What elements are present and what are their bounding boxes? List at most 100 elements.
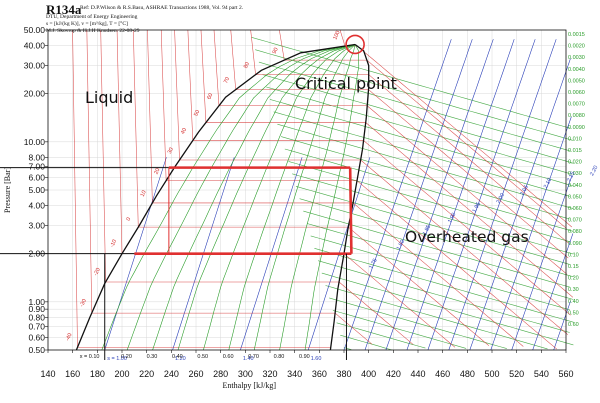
y-axis-label: Pressure [Bar] — [3, 167, 12, 213]
isentrope-line — [364, 39, 473, 351]
y-tick-label: 30.00 — [24, 60, 46, 70]
isochore-label: 0.080 — [568, 229, 582, 235]
isentrope-label: 1.80 — [396, 239, 406, 251]
isotherm-label: 90 — [272, 47, 280, 55]
axes: 140 160 180 200 220 240 260 280 300 320 340 360 380 4… — [3, 25, 574, 390]
y-tick-label: 0.70 — [28, 322, 45, 332]
cycle-segment — [348, 167, 353, 254]
isotherm-label: 50 — [193, 109, 201, 117]
isochore-line — [303, 210, 570, 288]
isotherm-label: 30 — [167, 147, 175, 155]
quality-line — [253, 44, 356, 351]
isochore-label: 0.010 — [568, 136, 582, 142]
overheated-gas-label: Overheated gas — [405, 228, 529, 246]
isochore-label: 0.60 — [568, 322, 579, 328]
chart-info-line-3: M.J. Skovrup & H.J.H Knudsen. 22-08-29 — [46, 28, 140, 34]
x-axis-label: Enthalpy [kJ/kg] — [223, 381, 277, 390]
isochore-line — [262, 74, 574, 164]
isochore-label: 0.0080 — [568, 113, 585, 119]
y-tick-label: 50.00 — [24, 25, 46, 35]
isochore-label: 0.0040 — [568, 67, 585, 73]
isochore-label: 0.30 — [568, 287, 579, 293]
quality-line — [101, 44, 356, 351]
isotherm-line — [116, 29, 456, 348]
isochore-line — [266, 86, 570, 174]
quality-line — [126, 44, 356, 351]
isochore-label: 0.090 — [568, 241, 582, 247]
isochore-line — [314, 248, 574, 323]
x-tick-label: 140 — [40, 369, 55, 379]
isochore-label: 0.050 — [568, 194, 582, 200]
isentrope-label: 1.75 — [368, 258, 378, 270]
isentrope-line — [343, 39, 452, 351]
chart-info-line-1: DTU, Department of Energy Engineering — [46, 14, 138, 20]
isentrope-line — [511, 175, 573, 351]
isentrope-line — [427, 39, 536, 351]
quality-label: 0.50 — [197, 354, 208, 360]
isentrope-line — [553, 301, 571, 351]
y-tick-label: 4.00 — [28, 201, 45, 211]
x-tick-label: 200 — [114, 369, 129, 379]
isochore-label: 0.15 — [568, 264, 579, 270]
isochore-label: 0.060 — [568, 206, 582, 212]
isochore-line — [255, 49, 574, 141]
x-tick-label: 360 — [312, 369, 327, 379]
quality-line — [304, 44, 360, 351]
isotherm-label: 100 — [332, 30, 341, 41]
y-tick-label: 3.00 — [28, 220, 45, 230]
isochore-line — [277, 123, 574, 209]
isochore-line — [340, 334, 393, 351]
isochore-label: 0.50 — [568, 310, 579, 316]
x-tick-label: 500 — [484, 369, 499, 379]
liquid-region-label: Liquid — [85, 88, 134, 107]
x-tick-label: 480 — [460, 369, 475, 379]
y-tick-label: 1.00 — [28, 297, 45, 307]
quality-label: x = 0.10 — [80, 354, 100, 360]
critical-point-marker — [345, 34, 365, 55]
y-tick-label: 40.00 — [24, 41, 46, 51]
isotherm-label: 20 — [154, 167, 162, 175]
chart-reference: Ref: D.P.Wilson & R.S.Basu, ASHRAE Trans… — [80, 5, 244, 11]
isotherm-label: -20 — [93, 267, 102, 277]
isentrope-label: 2.20 — [589, 165, 599, 177]
quality-label: 0.60 — [223, 354, 234, 360]
y-tick-label: 0.80 — [28, 312, 45, 322]
isochore-label: 0.020 — [568, 160, 582, 166]
critical-point-circle — [345, 34, 365, 55]
isochore-label: 0.0070 — [568, 102, 585, 108]
quality-label: 0.40 — [172, 354, 183, 360]
isotherm-line — [187, 29, 571, 316]
isochore-label: 0.40 — [568, 299, 579, 305]
isotherm-line — [279, 29, 567, 229]
isochore-line — [332, 310, 467, 349]
saturation-dome — [75, 43, 370, 351]
y-tick-label: 20.00 — [24, 89, 46, 99]
isotherm-label: 0 — [126, 217, 133, 222]
y-tick-label: 6.00 — [28, 172, 45, 182]
refrigeration-cycle — [0, 166, 353, 360]
isochore-label: 0.015 — [568, 148, 582, 154]
quality-label: 0.30 — [147, 354, 158, 360]
isotherm-line — [200, 29, 574, 298]
isotherm-line — [213, 29, 568, 275]
x-tick-label: 540 — [534, 369, 549, 379]
isotherm-line — [147, 29, 524, 347]
isotherm-label: 60 — [206, 93, 214, 101]
isentrope-label: 2.10 — [543, 177, 553, 189]
quality-line — [228, 44, 356, 351]
isochore-line — [288, 161, 570, 242]
dome-saturated-liquid — [75, 43, 356, 351]
x-tick-label: 380 — [336, 369, 351, 379]
isochore-label: 0.0030 — [568, 55, 585, 61]
quality-lines: x = 0.10 0.20 0.30 0.40 0.50 0.60 0.70 0.80 0.90 — [80, 44, 360, 360]
x-tick-label: 160 — [65, 369, 80, 379]
isentrope-label: 1.60 — [311, 356, 322, 362]
x-tick-label: 320 — [262, 369, 277, 379]
y-tick-label: 8.00 — [28, 152, 45, 162]
x-tick-label: 420 — [386, 369, 401, 379]
isotherm-line — [133, 29, 490, 346]
isentrope-label: 2.15 — [566, 171, 576, 183]
isochore-label: 0.10 — [568, 252, 579, 258]
isotherm-line — [250, 29, 569, 244]
